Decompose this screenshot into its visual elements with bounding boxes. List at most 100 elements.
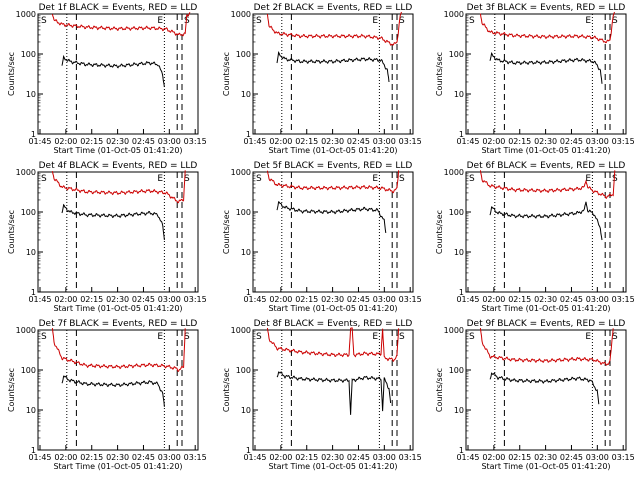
series-lld-line <box>479 170 616 200</box>
chart-panel: Det 5f BLACK = Events, RED = LLD 1 10 100 10… <box>222 161 422 313</box>
y-tick-label: 1 <box>246 288 251 297</box>
y-tick-label: 1000 <box>16 168 36 177</box>
series-events-line <box>61 54 165 88</box>
x-tick-label: 02:15 <box>295 137 318 146</box>
event-marker-s: S <box>469 16 475 26</box>
event-marker-s: S <box>41 332 47 342</box>
x-tick-label: 02:45 <box>560 137 583 146</box>
y-tick-label: 1000 <box>444 168 464 177</box>
x-tick-label: 02:15 <box>508 295 531 304</box>
x-tick-label: 02:15 <box>80 295 103 304</box>
x-axis-label: Start Time (01-Oct-05 01:41:20) <box>481 304 610 313</box>
y-tick-label: 100 <box>449 50 464 59</box>
series-events-line <box>61 203 165 241</box>
x-tick-label: 02:45 <box>132 295 155 304</box>
event-marker-s: S <box>612 174 618 184</box>
y-tick-label: 100 <box>236 50 251 59</box>
x-tick-label: 02:45 <box>347 137 370 146</box>
x-tick-label: 02:00 <box>54 295 77 304</box>
chart-panel: Det 7f BLACK = Events, RED = LLD 1 10 100 10… <box>7 319 207 471</box>
event-marker-e: E <box>585 174 591 184</box>
series-events-line <box>489 52 603 84</box>
series-lld-line <box>51 170 186 204</box>
y-axis-label: Counts/sec <box>435 210 444 254</box>
x-tick-label: 03:15 <box>399 295 422 304</box>
series-lld-line <box>266 11 402 46</box>
x-tick-label: 02:45 <box>132 137 155 146</box>
event-marker-s: S <box>612 332 618 342</box>
chart-panel: Det 2f BLACK = Events, RED = LLD 1 10 100 10… <box>222 3 422 155</box>
x-tick-label: 03:00 <box>158 295 181 304</box>
series-lld-line <box>51 12 191 37</box>
y-tick-label: 10 <box>241 90 251 99</box>
y-tick-label: 1000 <box>231 168 251 177</box>
y-tick-label: 1000 <box>231 10 251 19</box>
event-marker-s: S <box>469 174 475 184</box>
x-tick-label: 03:15 <box>184 295 207 304</box>
x-tick-label: 02:30 <box>321 453 344 462</box>
x-tick-label: 02:15 <box>80 453 103 462</box>
y-tick-label: 1000 <box>16 10 36 19</box>
x-tick-label: 02:00 <box>482 137 505 146</box>
event-marker-s: S <box>399 332 405 342</box>
y-tick-label: 100 <box>449 208 464 217</box>
x-tick-label: 03:00 <box>373 453 396 462</box>
x-tick-label: 02:30 <box>534 453 557 462</box>
y-tick-label: 10 <box>26 90 36 99</box>
y-tick-label: 1000 <box>231 326 251 335</box>
x-tick-label: 02:30 <box>534 295 557 304</box>
y-axis-label: Counts/sec <box>7 210 16 254</box>
x-axis-label: Start Time (01-Oct-05 01:41:20) <box>481 462 610 471</box>
plot-frame <box>465 171 627 293</box>
y-tick-label: 10 <box>454 248 464 257</box>
series-events-line <box>61 375 165 407</box>
chart-title: Det 4f BLACK = Events, RED = LLD <box>39 161 198 171</box>
x-tick-label: 01:45 <box>243 453 266 462</box>
x-tick-label: 03:00 <box>373 295 396 304</box>
event-marker-s: S <box>184 332 190 342</box>
event-marker-s: S <box>41 174 47 184</box>
x-tick-label: 02:15 <box>80 137 103 146</box>
event-marker-s: S <box>256 332 262 342</box>
y-tick-label: 10 <box>26 248 36 257</box>
x-tick-label: 01:45 <box>243 295 266 304</box>
x-tick-label: 02:45 <box>347 295 370 304</box>
event-marker-s: S <box>612 16 618 26</box>
chart-panel: Det 1f BLACK = Events, RED = LLD 1 10 100 10… <box>7 3 207 155</box>
x-tick-label: 03:00 <box>373 137 396 146</box>
x-tick-label: 02:15 <box>508 137 531 146</box>
series-events-line <box>489 372 600 405</box>
series-events-line <box>276 201 387 233</box>
y-tick-label: 100 <box>21 50 36 59</box>
event-marker-s: S <box>469 332 475 342</box>
x-tick-label: 02:15 <box>295 453 318 462</box>
event-marker-e: E <box>372 16 378 26</box>
chart-panel: Det 3f BLACK = Events, RED = LLD 1 10 100 10… <box>435 3 635 155</box>
y-tick-label: 10 <box>241 406 251 415</box>
x-tick-label: 02:30 <box>321 137 344 146</box>
x-tick-label: 01:45 <box>456 137 479 146</box>
series-lld-line <box>479 328 614 366</box>
x-tick-label: 02:45 <box>560 295 583 304</box>
x-tick-label: 01:45 <box>243 137 266 146</box>
y-axis-label: Counts/sec <box>222 52 231 96</box>
chart-title: Det 2f BLACK = Events, RED = LLD <box>254 3 413 13</box>
chart-panel: Det 4f BLACK = Events, RED = LLD 1 10 100 10… <box>7 161 207 313</box>
plot-frame <box>37 171 199 293</box>
chart-title: Det 6f BLACK = Events, RED = LLD <box>467 161 626 171</box>
y-axis-label: Counts/sec <box>435 52 444 96</box>
chart-title: Det 8f BLACK = Events, RED = LLD <box>254 319 413 329</box>
x-tick-label: 01:45 <box>456 453 479 462</box>
y-axis-label: Counts/sec <box>7 52 16 96</box>
x-axis-label: Start Time (01-Oct-05 01:41:20) <box>53 146 182 155</box>
x-tick-label: 02:45 <box>132 453 155 462</box>
event-marker-e: E <box>372 174 378 184</box>
x-tick-label: 03:15 <box>612 295 635 304</box>
x-tick-label: 03:00 <box>586 295 609 304</box>
event-marker-e: E <box>372 332 378 342</box>
x-tick-label: 02:30 <box>106 453 129 462</box>
y-tick-label: 1 <box>246 446 251 455</box>
series-events-line <box>276 50 390 83</box>
x-axis-label: Start Time (01-Oct-05 01:41:20) <box>268 304 397 313</box>
